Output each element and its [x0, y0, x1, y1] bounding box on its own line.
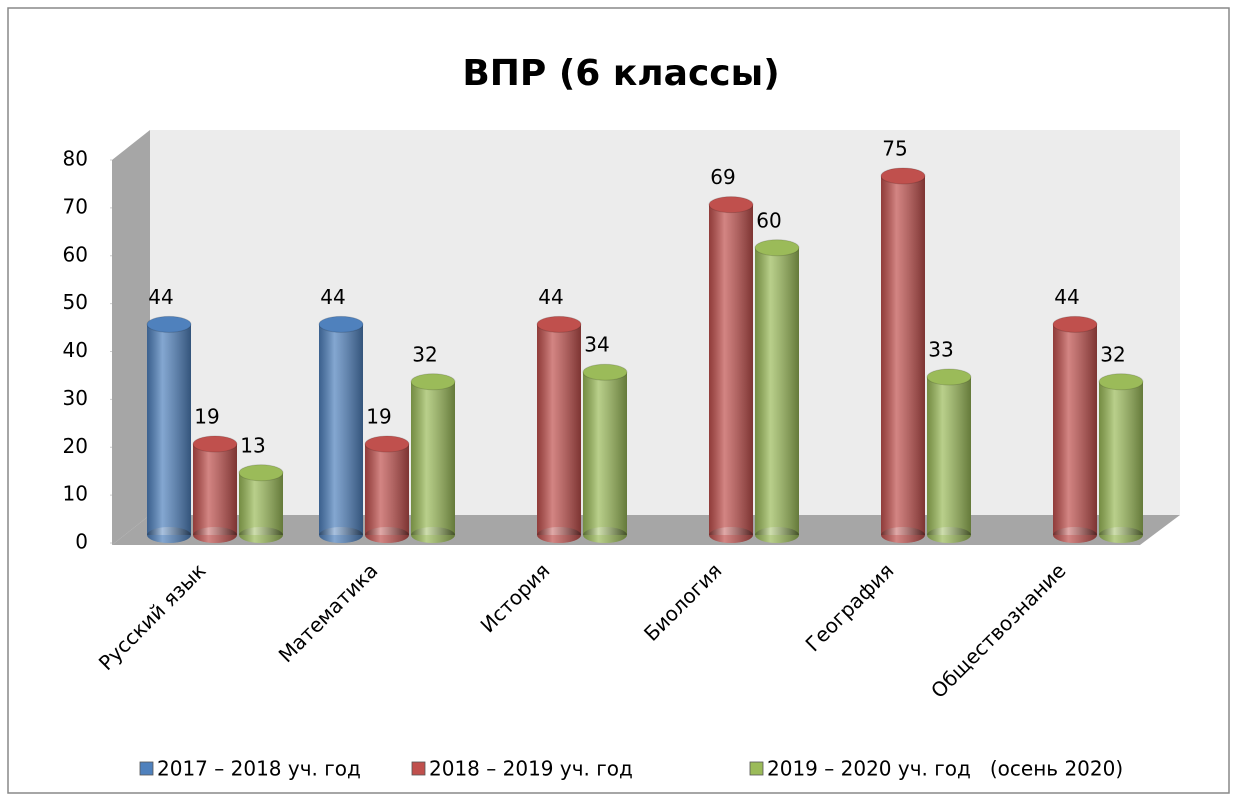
data-label: 32 [1100, 342, 1125, 366]
bar-base-shade [927, 527, 971, 543]
y-tick-label: 40 [63, 338, 88, 362]
bar-base-shade [583, 527, 627, 543]
y-tick-label: 70 [63, 194, 88, 218]
legend-label: 2018 – 2019 уч. год [429, 757, 633, 781]
bar-top [318, 315, 364, 333]
back-wall [150, 130, 1180, 515]
bar-base-shade [755, 527, 799, 543]
bar-top [582, 363, 628, 381]
bar-base-shade [193, 527, 237, 543]
bar-top [192, 435, 238, 453]
bar-top [754, 239, 800, 257]
bar-shade [537, 324, 581, 535]
bar-top [410, 373, 456, 391]
data-label: 19 [366, 405, 391, 429]
data-label: 75 [882, 136, 907, 160]
side-wall [112, 130, 150, 545]
legend-label: 2017 – 2018 уч. год [157, 757, 361, 781]
bar-shade [583, 372, 627, 535]
y-tick-label: 80 [63, 147, 88, 171]
bar-top [536, 315, 582, 333]
legend-swatch [411, 761, 426, 776]
data-label: 33 [928, 338, 953, 362]
legend-swatch [749, 761, 764, 776]
data-label: 60 [756, 208, 781, 232]
bar-top [238, 464, 284, 482]
legend-label: 2019 – 2020 уч. год (осень 2020) [767, 757, 1123, 781]
bar-base-shade [411, 527, 455, 543]
bar-top [880, 167, 926, 185]
y-tick-label: 20 [63, 434, 88, 458]
bar-top [364, 435, 410, 453]
y-tick-label: 10 [63, 482, 88, 506]
bar-top [1098, 373, 1144, 391]
bar-base-shade [881, 527, 925, 543]
bar-top [708, 196, 754, 214]
data-label: 44 [1054, 285, 1079, 309]
data-label: 19 [194, 405, 219, 429]
bar-base-shade [365, 527, 409, 543]
bar-top [146, 315, 192, 333]
data-label: 13 [240, 433, 265, 457]
chart-title: ВПР (6 классы) [462, 53, 779, 94]
y-tick-label: 0 [75, 530, 88, 554]
bar-base-shade [709, 527, 753, 543]
data-label: 44 [538, 285, 563, 309]
bar-shade [147, 324, 191, 535]
y-tick-label: 50 [63, 290, 88, 314]
bar-shade [927, 377, 971, 535]
bar-shade [1053, 324, 1097, 535]
bar-shade [411, 381, 455, 535]
bar-top [926, 368, 972, 386]
bar-base-shade [147, 527, 191, 543]
legend-swatch [139, 761, 154, 776]
data-label: 34 [584, 333, 609, 357]
bar-shade [709, 204, 753, 535]
bar-top [1052, 315, 1098, 333]
data-label: 44 [320, 285, 345, 309]
bar-base-shade [537, 527, 581, 543]
bar-base-shade [1099, 527, 1143, 543]
bar-shade [319, 324, 363, 535]
bar-base-shade [239, 527, 283, 543]
bar-shade [365, 444, 409, 535]
data-label: 44 [148, 285, 173, 309]
bar-shade [193, 444, 237, 535]
bar-shade [239, 472, 283, 535]
bar-shade [881, 175, 925, 535]
y-tick-label: 60 [63, 242, 88, 266]
bar-shade [755, 247, 799, 535]
bar-base-shade [319, 527, 363, 543]
data-label: 32 [412, 342, 437, 366]
y-tick-label: 30 [63, 386, 88, 410]
bar-shade [1099, 381, 1143, 535]
data-label: 69 [710, 165, 735, 189]
bar-base-shade [1053, 527, 1097, 543]
